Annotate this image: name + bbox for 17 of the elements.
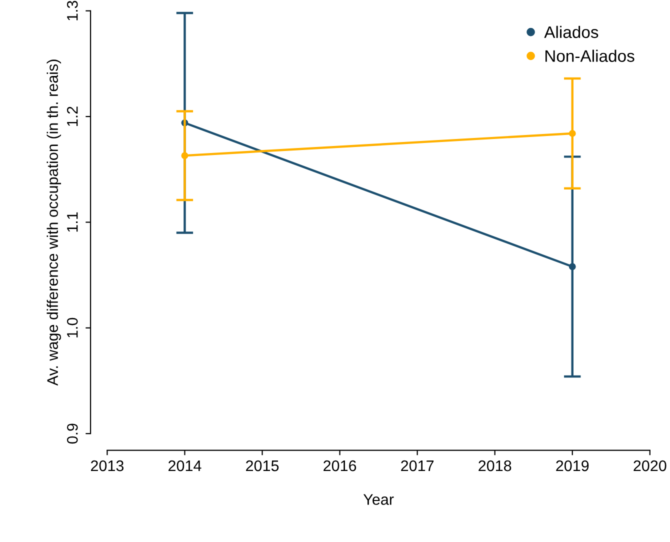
x-tick-label: 2019 [556,460,589,472]
x-tick-label: 2015 [246,460,279,472]
y-tick-label: 1.1 [67,212,78,232]
x-axis-title: Year [363,494,394,505]
y-axis-title: Av. wage difference with occupation (in th. reais) [46,60,62,386]
y-tick-label: 1.0 [66,318,78,338]
x-tick-label: 2016 [324,460,356,472]
y-tick-label: 1.2 [66,106,78,126]
x-tick-label: 2013 [90,460,124,472]
x-tick-label: 2020 [634,460,666,472]
y-tick-label: 0.9 [66,424,78,444]
x-tick-label: 2017 [401,460,434,472]
y-tick-label: 1.3 [66,0,78,20]
x-tick-label: 2014 [168,460,202,472]
legend-label: Non-Aliados [545,50,634,62]
x-tick-label: 2018 [478,460,512,472]
legend-label: Aliados [544,26,598,38]
